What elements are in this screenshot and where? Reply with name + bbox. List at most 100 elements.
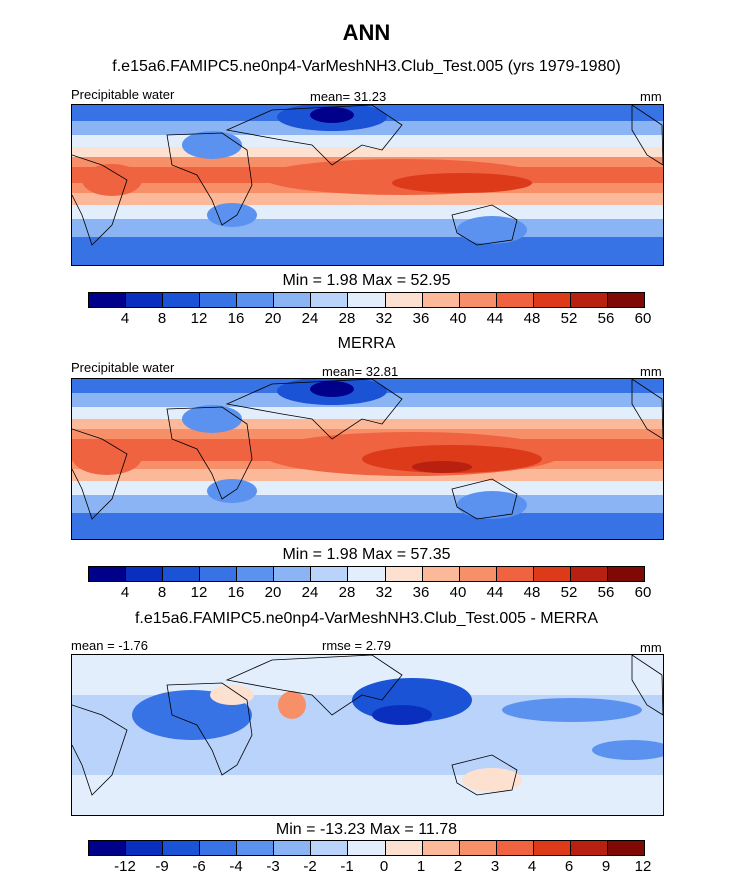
panel-1-title: f.e15a6.FAMIPC5.ne0np4-VarMeshNH3.Club_T…: [112, 58, 621, 75]
band-s-sub: [72, 481, 663, 495]
colorbar-tick-label: 24: [301, 584, 319, 601]
diff-pacific-neg: [502, 698, 642, 722]
panel-2-colorbar: [88, 566, 645, 582]
colorbar-tick-label: -4: [229, 858, 243, 875]
colorbar-tick-label: 6: [564, 858, 574, 875]
diff-south: [72, 775, 663, 815]
panel-3-title: f.e15a6.FAMIPC5.ne0np4-VarMeshNH3.Club_T…: [134, 610, 599, 627]
colorbar-tick-label: 8: [157, 310, 167, 327]
colorbar-swatch: [422, 841, 460, 855]
australia-dry: [457, 216, 527, 244]
colorbar-tick-label: 40: [449, 310, 467, 327]
panel-3-minmax: Min = -13.23 Max = 11.78: [275, 821, 458, 838]
diff-australia-pos: [462, 768, 522, 792]
colorbar-swatch: [311, 567, 349, 581]
colorbar-swatch: [385, 841, 423, 855]
colorbar-tick-label: 1: [416, 858, 426, 875]
tibet-min: [310, 107, 354, 123]
colorbar-tick-label: 4: [120, 584, 130, 601]
colorbar-swatch: [533, 841, 571, 855]
colorbar-swatch: [570, 567, 608, 581]
samerica-outline: [72, 428, 128, 520]
colorbar-tick-label: 2: [453, 858, 463, 875]
colorbar-swatch: [607, 293, 644, 307]
colorbar-swatch: [607, 841, 644, 855]
colorbar-swatch: [237, 293, 275, 307]
colorbar-swatch: [459, 841, 497, 855]
namerica-outline: [631, 655, 663, 716]
colorbar-swatch: [200, 567, 238, 581]
panel-3-rmse-label: rmse = 2.79: [322, 638, 392, 653]
colorbar-tick-label: 8: [157, 584, 167, 601]
colorbar-tick-label: 28: [338, 310, 356, 327]
panel-1-units: mm: [640, 89, 662, 104]
colorbar-swatch: [607, 567, 644, 581]
panel-3-map: [71, 654, 664, 816]
amazon-wet: [72, 439, 142, 475]
colorbar-tick-label: 3: [490, 858, 500, 875]
colorbar-swatch: [163, 841, 201, 855]
colorbar-swatch: [311, 841, 349, 855]
asia-outline: [225, 105, 403, 166]
panel-2-minmax: Min = 1.98 Max = 57.35: [282, 546, 451, 563]
kalahari-dry: [207, 203, 257, 227]
colorbar-tick-label: 12: [634, 858, 652, 875]
colorbar-tick-label: 32: [375, 584, 393, 601]
colorbar-tick-label: 56: [597, 310, 615, 327]
colorbar-tick-label: 32: [375, 310, 393, 327]
colorbar-swatch: [274, 567, 312, 581]
panel-2-left-label: Precipitable water: [71, 360, 175, 375]
panel-2-mean-label: mean= 32.81: [322, 364, 399, 379]
colorbar-tick-label: 4: [527, 858, 537, 875]
colorbar-swatch: [570, 841, 608, 855]
colorbar-tick-label: 48: [523, 310, 541, 327]
colorbar-swatch: [126, 567, 164, 581]
panel-2-map: [71, 378, 664, 540]
colorbar-tick-label: -9: [155, 858, 169, 875]
colorbar-swatch: [459, 567, 497, 581]
colorbar-swatch: [348, 567, 386, 581]
colorbar-tick-label: 9: [601, 858, 611, 875]
colorbar-swatch: [237, 841, 275, 855]
sahara-dry: [182, 131, 242, 159]
kalahari-dry: [207, 479, 257, 503]
band-s-warm: [72, 193, 663, 205]
colorbar-tick-label: 56: [597, 584, 615, 601]
panel-2-units: mm: [640, 364, 662, 379]
namerica-outline: [631, 105, 663, 166]
africa-outline: [166, 132, 253, 226]
colorbar-swatch: [348, 841, 386, 855]
colorbar-swatch: [237, 567, 275, 581]
colorbar-tick-label: 40: [449, 584, 467, 601]
diff-arabia-pos: [278, 691, 306, 719]
colorbar-tick-label: 0: [379, 858, 389, 875]
colorbar-tick-label: 12: [190, 584, 208, 601]
panel-1-mean-label: mean= 31.23: [310, 89, 387, 104]
colorbar-tick-label: 36: [412, 584, 430, 601]
colorbar-swatch: [200, 293, 238, 307]
colorbar-tick-label: 52: [560, 310, 578, 327]
colorbar-swatch: [274, 841, 312, 855]
panel-2-colorbar-ticks: 4 8 12 16 20 24 28 32 36 40 44 48 52 56 60: [88, 584, 652, 602]
australia-outline: [451, 204, 518, 246]
panel-3-colorbar-ticks: -12 -9 -6 -4 -3 -2 -1 0 1 2 3 4 6 9 12: [88, 858, 651, 876]
colorbar-tick-label: 24: [301, 310, 319, 327]
panel-1-left-label: Precipitable water: [71, 87, 175, 102]
colorbar-swatch: [89, 567, 127, 581]
colorbar-tick-label: 44: [486, 310, 504, 327]
amazon-wet: [82, 164, 142, 196]
australia-dry: [457, 491, 527, 519]
australia-outline: [451, 478, 518, 520]
diff-epac-neg: [592, 740, 663, 760]
panel-3-colorbar: [88, 840, 645, 856]
panel-3-units: mm: [640, 640, 662, 655]
panel-1-minmax: Min = 1.98 Max = 52.95: [282, 272, 451, 289]
warm-pool-core: [392, 173, 532, 193]
band-s-mid: [72, 495, 663, 513]
colorbar-tick-label: -3: [266, 858, 280, 875]
colorbar-swatch: [422, 567, 460, 581]
sahara-dry: [182, 405, 242, 433]
colorbar-tick-label: 12: [190, 310, 208, 327]
colorbar-tick-label: 16: [227, 584, 245, 601]
panel-1-colorbar: [88, 292, 645, 308]
